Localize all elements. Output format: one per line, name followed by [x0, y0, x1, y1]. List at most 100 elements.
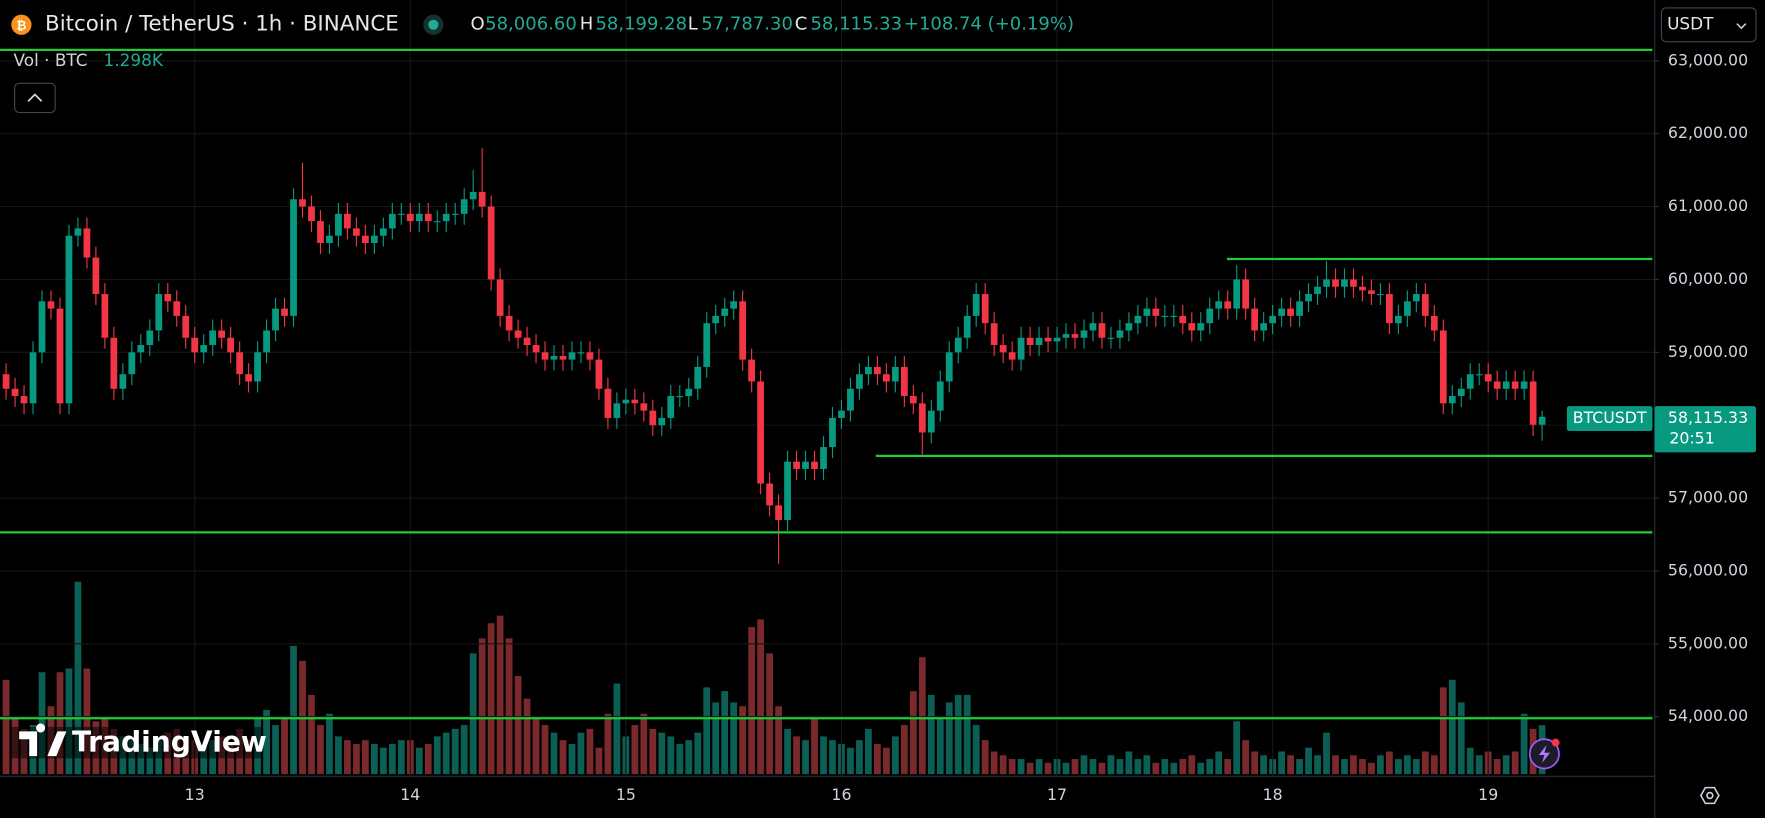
candle-body — [1080, 330, 1088, 338]
candle-body — [146, 330, 154, 346]
volume-bar — [146, 747, 154, 775]
candle-body — [1188, 323, 1196, 331]
volume-bar — [1242, 740, 1250, 775]
x-tick-label: 16 — [831, 785, 851, 804]
candle-body — [1242, 279, 1250, 309]
y-tick-label: 61,000.00 — [1668, 196, 1748, 215]
candle-body — [397, 213, 405, 215]
volume-bar — [1430, 755, 1438, 775]
candle-body — [811, 461, 818, 469]
volume-bar — [1125, 751, 1133, 775]
y-tick-label: 59,000.00 — [1668, 342, 1748, 361]
x-tick-label: 17 — [1047, 785, 1067, 804]
candle-body — [963, 315, 971, 338]
volume-bar — [2, 679, 10, 775]
candle-body — [999, 345, 1007, 353]
volume-bar — [1421, 751, 1429, 775]
candle-body — [604, 388, 612, 418]
candle-body — [173, 301, 181, 316]
candle-body — [308, 206, 315, 222]
candle-body — [128, 352, 136, 375]
volume-bar — [712, 702, 720, 775]
alert-icon — [1538, 744, 1551, 763]
candle-body — [1179, 315, 1187, 324]
candle-body — [918, 403, 926, 433]
symbol-tag-text: BTCUSDT — [1573, 408, 1647, 427]
candle-body — [739, 301, 747, 360]
volume-bar — [685, 740, 693, 775]
volume-bar — [1314, 755, 1321, 775]
volume-bar — [748, 626, 756, 775]
candle-body — [927, 410, 935, 433]
y-tick-label: 54,000.00 — [1668, 706, 1748, 725]
candle-body — [83, 228, 91, 258]
candle-body — [1053, 337, 1061, 342]
volume-bar — [505, 638, 513, 775]
volume-bar — [936, 717, 944, 775]
volume-title: Vol · BTC — [14, 50, 88, 70]
volume-bar — [775, 706, 782, 775]
legend-label: L — [688, 14, 698, 35]
volume-bar — [227, 743, 235, 775]
candle-body — [1359, 286, 1366, 291]
volume-bar — [1251, 751, 1259, 775]
candle-body — [847, 388, 854, 411]
candle-body — [1161, 315, 1169, 318]
volume-bar — [550, 732, 558, 775]
volume-bar — [370, 743, 378, 775]
candle-body — [748, 359, 756, 382]
candle-body — [317, 221, 324, 243]
volume-bar — [1170, 762, 1178, 775]
candle-body — [137, 345, 145, 353]
candle-body — [433, 221, 441, 223]
candle-body — [694, 366, 702, 389]
candle-body — [1017, 337, 1025, 360]
y-tick-label: 57,000.00 — [1668, 488, 1748, 507]
currency-dropdown[interactable] — [1660, 7, 1757, 43]
y-tick-label: 63,000.00 — [1668, 50, 1748, 69]
candle-body — [1224, 301, 1232, 309]
volume-bar — [739, 706, 747, 775]
candle-body — [1412, 294, 1420, 302]
volume-bar — [829, 740, 836, 775]
candle-body — [891, 366, 899, 382]
volume-bar — [1448, 679, 1456, 775]
volume-bar — [1026, 762, 1034, 775]
volume-bar — [1466, 747, 1474, 775]
candle-body — [559, 355, 567, 360]
candle-body — [379, 228, 387, 236]
volume-bar — [532, 717, 540, 775]
candle-body — [676, 396, 684, 398]
volume-bar — [604, 713, 612, 775]
volume-bar — [1143, 755, 1151, 775]
volume-value: 1.298K — [104, 50, 164, 70]
collapse-button[interactable] — [14, 82, 56, 114]
currency: USDT — [1667, 14, 1714, 34]
candle-body — [424, 213, 432, 222]
candle-body — [299, 199, 306, 207]
volume-bar — [469, 653, 477, 775]
candle-body — [236, 352, 244, 375]
candle-body — [945, 352, 953, 382]
candle-body — [838, 410, 845, 418]
candle-body — [1107, 337, 1115, 339]
candle-body — [595, 359, 603, 389]
candle-body — [829, 417, 836, 448]
x-tick-label: 13 — [185, 785, 205, 804]
candle-body — [1143, 308, 1151, 316]
volume-bar — [1493, 759, 1501, 775]
candle-body — [155, 294, 163, 331]
volume-bar — [38, 672, 46, 775]
candle-body — [667, 396, 675, 418]
candle-body — [344, 213, 351, 229]
volume-bar — [1502, 755, 1510, 775]
volume-bar — [1332, 755, 1339, 775]
volume-bar — [1260, 755, 1268, 775]
symbol-tag — [1566, 406, 1653, 431]
settings-button[interactable] — [1699, 786, 1720, 805]
volume-bar — [137, 743, 145, 775]
candle-body — [1430, 315, 1438, 331]
candle-body — [164, 294, 172, 302]
candle-body — [1502, 381, 1510, 389]
